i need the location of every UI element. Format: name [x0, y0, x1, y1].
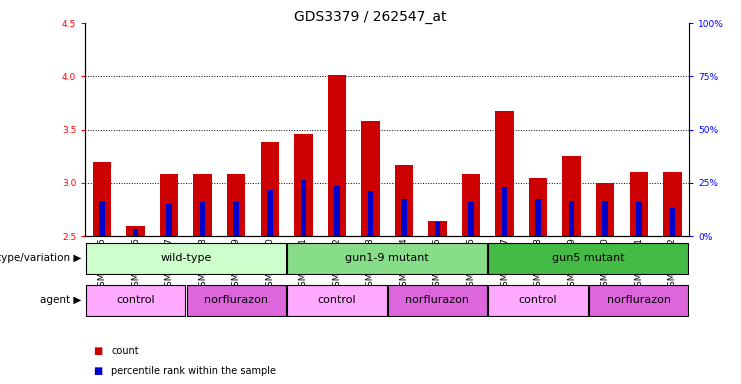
Bar [536, 199, 541, 236]
Bar [401, 199, 407, 236]
Bar [126, 225, 144, 236]
Bar [288, 285, 387, 316]
Bar [294, 134, 313, 236]
Bar [636, 202, 642, 236]
Bar [435, 222, 440, 236]
Text: control: control [519, 295, 557, 306]
Bar [166, 204, 172, 236]
Text: GDS3379 / 262547_at: GDS3379 / 262547_at [294, 10, 447, 23]
Bar [670, 209, 675, 236]
Bar [488, 243, 688, 274]
Bar [86, 285, 185, 316]
Text: control: control [318, 295, 356, 306]
Bar [596, 183, 614, 236]
Text: percentile rank within the sample: percentile rank within the sample [111, 366, 276, 376]
Bar [462, 174, 480, 236]
Bar [395, 165, 413, 236]
Bar [328, 75, 346, 236]
Text: ■: ■ [93, 366, 102, 376]
Bar [93, 162, 111, 236]
Bar [267, 190, 273, 236]
Bar [569, 201, 574, 236]
Bar [562, 156, 581, 236]
Text: norflurazon: norflurazon [607, 295, 671, 306]
Bar [468, 202, 473, 236]
Bar [301, 180, 306, 236]
Text: norflurazon: norflurazon [205, 295, 268, 306]
Bar [428, 221, 447, 236]
Text: ■: ■ [93, 346, 102, 356]
Bar [133, 229, 139, 236]
Text: agent ▶: agent ▶ [40, 295, 82, 306]
Bar [233, 202, 239, 236]
Bar [227, 174, 245, 236]
Bar [99, 201, 104, 236]
Bar [334, 186, 339, 236]
Bar [502, 187, 508, 236]
Text: genotype/variation ▶: genotype/variation ▶ [0, 253, 82, 263]
Text: control: control [116, 295, 155, 306]
Bar [200, 202, 205, 236]
Bar [288, 243, 487, 274]
Bar [261, 142, 279, 236]
Bar [86, 243, 286, 274]
Text: gun5 mutant: gun5 mutant [552, 253, 625, 263]
Text: norflurazon: norflurazon [405, 295, 470, 306]
Bar [529, 177, 548, 236]
Text: wild-type: wild-type [160, 253, 211, 263]
Bar [187, 285, 286, 316]
Bar [630, 172, 648, 236]
Bar [589, 285, 688, 316]
Bar [602, 201, 608, 236]
Bar [160, 174, 179, 236]
Bar [368, 191, 373, 236]
Text: count: count [111, 346, 139, 356]
Bar [488, 285, 588, 316]
Bar [496, 111, 514, 236]
Bar [361, 121, 379, 236]
Bar [663, 172, 682, 236]
Text: gun1-9 mutant: gun1-9 mutant [345, 253, 429, 263]
Bar [193, 174, 212, 236]
Bar [388, 285, 487, 316]
